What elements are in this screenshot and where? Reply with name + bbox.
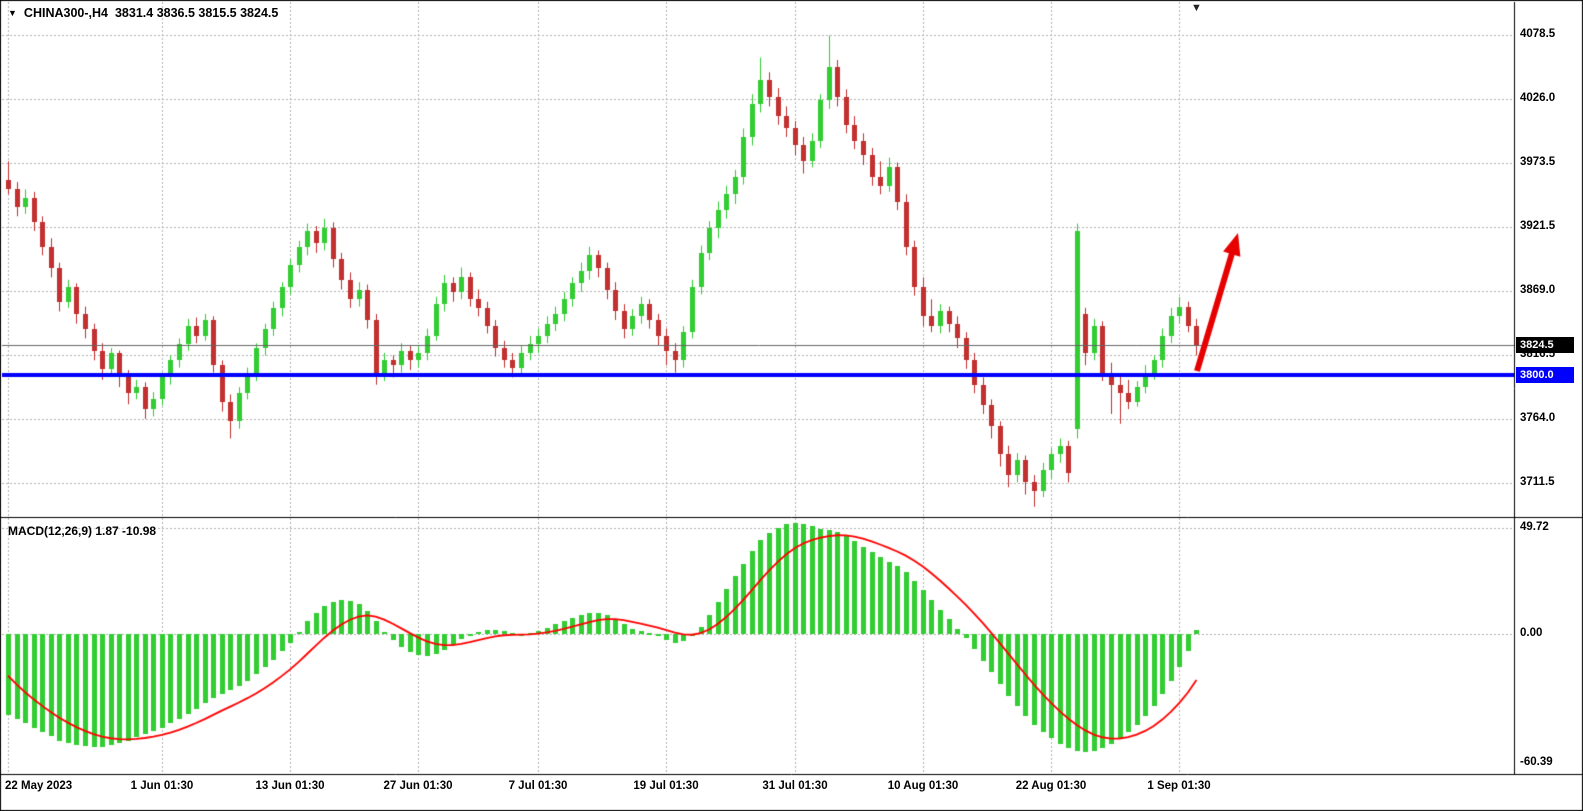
macd-tick-label: -60.39 xyxy=(1520,756,1553,768)
macd-tick-label: 49.72 xyxy=(1520,521,1549,533)
price-axis[interactable]: 3824.5 3800.0 4078.5 4026.0 3973.5 3921.5 38… xyxy=(1515,0,1583,811)
time-tick-label: 22 Aug 01:30 xyxy=(1015,780,1087,792)
time-tick-label: 27 Jun 01:30 xyxy=(383,780,453,792)
price-tick-label: 3711.5 xyxy=(1520,476,1555,488)
time-tick-label: 10 Aug 01:30 xyxy=(887,780,959,792)
macd-indicator-label: MACD(12,26,9) 1.87 -10.98 xyxy=(8,524,157,538)
symbol-name: CHINA300-,H4 xyxy=(23,6,108,20)
time-tick-label: 1 Jun 01:30 xyxy=(130,780,194,792)
hline-price-badge: 3800.0 xyxy=(1516,367,1574,383)
current-price-badge: 3824.5 xyxy=(1516,337,1574,353)
price-tick-label: 3921.5 xyxy=(1520,220,1556,232)
price-tick-label: 3973.5 xyxy=(1520,156,1556,168)
time-axis[interactable]: 22 May 2023 1 Jun 01:30 13 Jun 01:30 27 Jun… xyxy=(0,775,1583,811)
time-tick-label: 31 Jul 01:30 xyxy=(762,780,828,792)
price-tick-label: 4078.5 xyxy=(1520,28,1556,40)
time-tick-label: 1 Sep 01:30 xyxy=(1147,780,1211,792)
price-tick-label: 3764.0 xyxy=(1520,412,1556,424)
macd-tick-label: 0.00 xyxy=(1520,627,1543,639)
price-tick-label: 3869.0 xyxy=(1520,284,1556,296)
chart-shift-marker-icon[interactable]: ▼ xyxy=(1191,2,1202,14)
price-tick-label: 4026.0 xyxy=(1520,92,1556,104)
symbol-header: ▼ CHINA300-,H4 3831.4 3836.5 3815.5 3824… xyxy=(8,6,278,20)
time-tick-label: 22 May 2023 xyxy=(5,780,73,792)
time-tick-label: 19 Jul 01:30 xyxy=(633,780,699,792)
symbol-ohlc-values: 3831.4 3836.5 3815.5 3824.5 xyxy=(114,6,279,20)
collapse-icon[interactable]: ▼ xyxy=(8,8,17,18)
time-tick-label: 7 Jul 01:30 xyxy=(508,780,568,792)
time-tick-label: 13 Jun 01:30 xyxy=(255,780,325,792)
